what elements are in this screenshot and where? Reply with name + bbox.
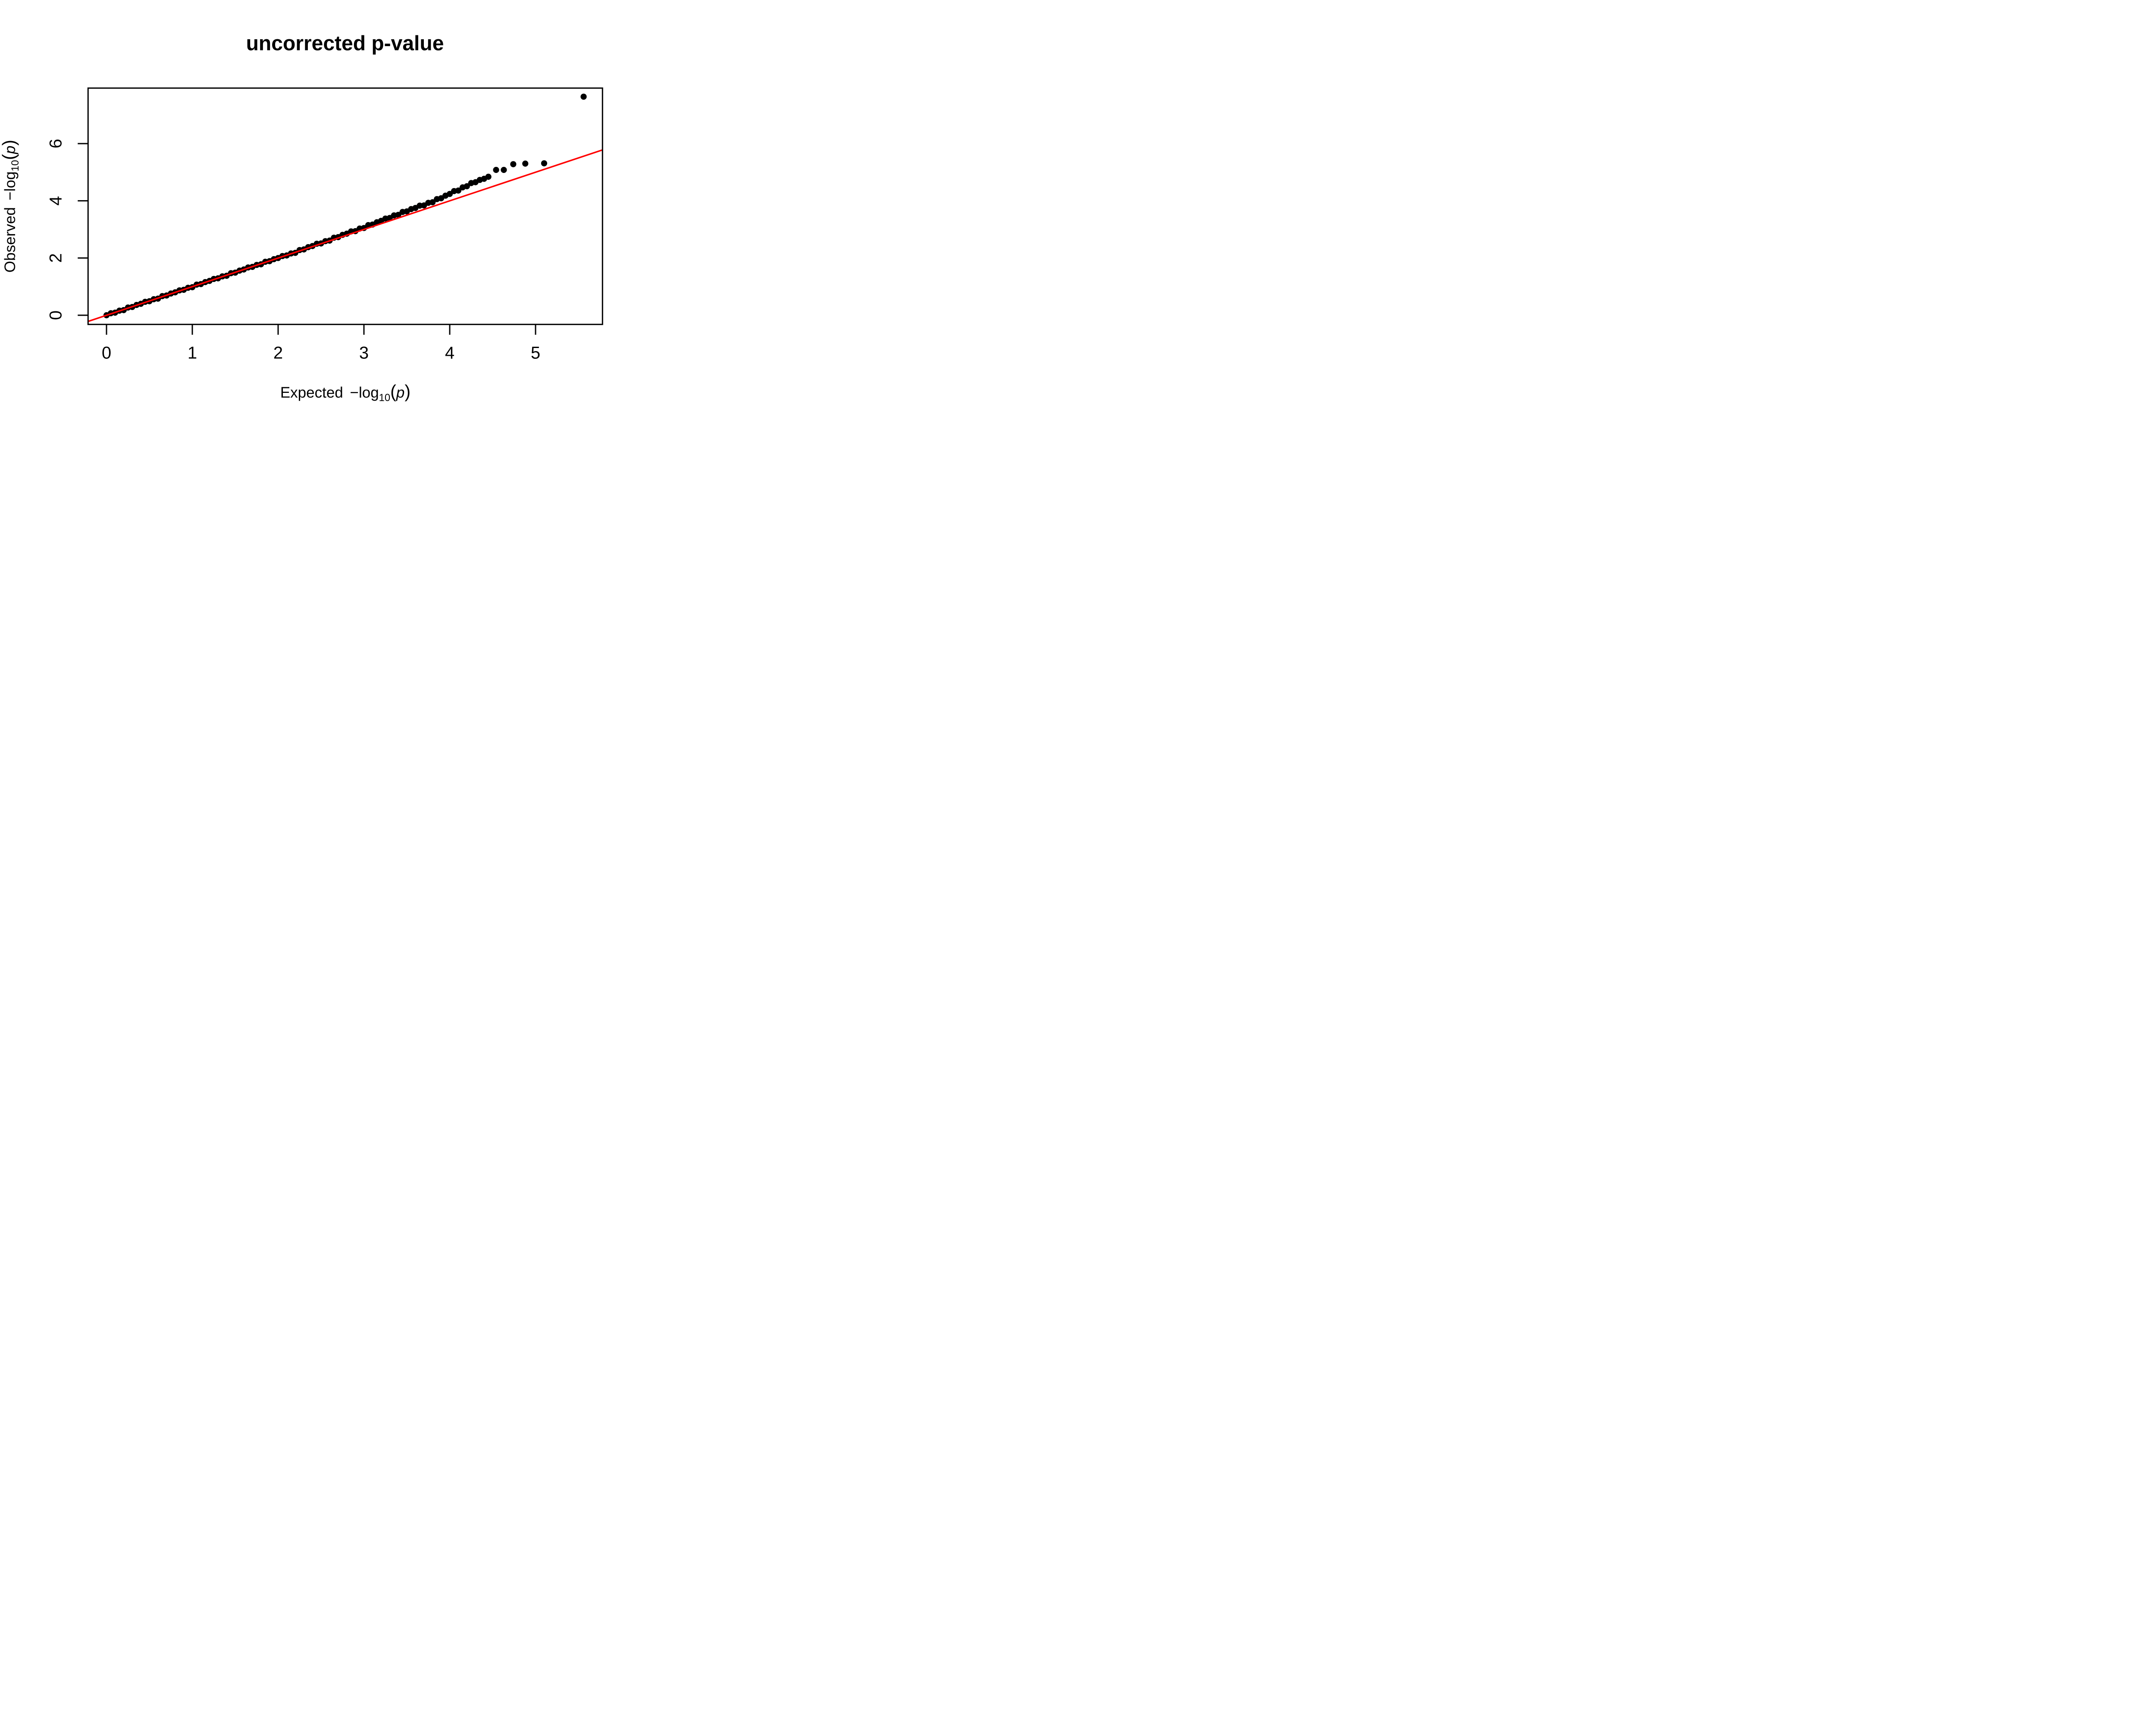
x-axis-title-sub: 10 [379, 392, 391, 404]
data-point-qq-band [455, 187, 461, 194]
plot-area: 0 1 2 3 4 5 0 2 4 6 [47, 87, 603, 363]
data-point-qq-band [485, 173, 492, 180]
x-tick-label: 2 [273, 344, 283, 363]
x-axis-title-open-paren: ( [390, 382, 396, 401]
data-point-qq-band [395, 212, 401, 218]
x-axis-title-p: p [396, 384, 405, 401]
data-point-qq-upper-tail [541, 160, 547, 166]
y-axis-title: Observed −log10(p) [0, 140, 22, 273]
y-axis-title-word: Observed [2, 207, 19, 273]
x-axis-title-minus-log: −log [350, 384, 379, 401]
plot-box [87, 87, 603, 325]
x-tick-label: 5 [531, 344, 540, 363]
y-axis-title-p: p [2, 145, 19, 154]
y-tick-label: 2 [47, 253, 66, 263]
y-axis-title-sub: 10 [9, 160, 21, 172]
y-axis-title-close-paren: ) [0, 139, 19, 146]
data-point-qq-band [429, 199, 436, 206]
x-axis-title: Expected −log10(p) [280, 382, 411, 404]
y-axis-title-minus-log: −log [2, 171, 19, 201]
x-axis-title-close-paren: ) [404, 382, 411, 401]
data-point-qq-upper-tail [510, 161, 517, 167]
x-tick-label: 1 [188, 344, 197, 363]
x-tick-label: 0 [102, 344, 111, 363]
data-point-qq-max-outlier [580, 94, 587, 100]
plot-title: uncorrected p-value [246, 32, 444, 55]
data-point-qq-band [446, 191, 453, 197]
y-axis-title-open-paren: ( [0, 154, 19, 160]
x-axis-title-word: Expected [280, 384, 343, 401]
data-point-qq-upper-tail [501, 166, 507, 173]
y-tick-label: 6 [47, 139, 66, 148]
data-point-qq-upper-tail [522, 160, 529, 167]
data-point-qq-upper-tail [493, 166, 499, 173]
y-tick-label: 0 [47, 310, 66, 320]
x-tick-label: 4 [445, 344, 454, 363]
x-tick-label: 3 [359, 344, 369, 363]
data-point-qq-band [464, 183, 470, 189]
identity-reference-line [88, 149, 603, 322]
y-tick-label: 4 [47, 196, 66, 205]
